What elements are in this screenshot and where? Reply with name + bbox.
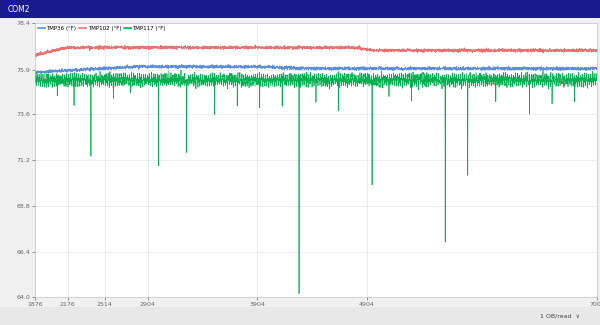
Text: COM2: COM2 (7, 5, 30, 14)
Text: 1 OB/read  ∨: 1 OB/read ∨ (540, 314, 580, 318)
Legend: TMP36 (°F), TMP102 (°F), TMP117 (°F): TMP36 (°F), TMP102 (°F), TMP117 (°F) (38, 26, 166, 32)
